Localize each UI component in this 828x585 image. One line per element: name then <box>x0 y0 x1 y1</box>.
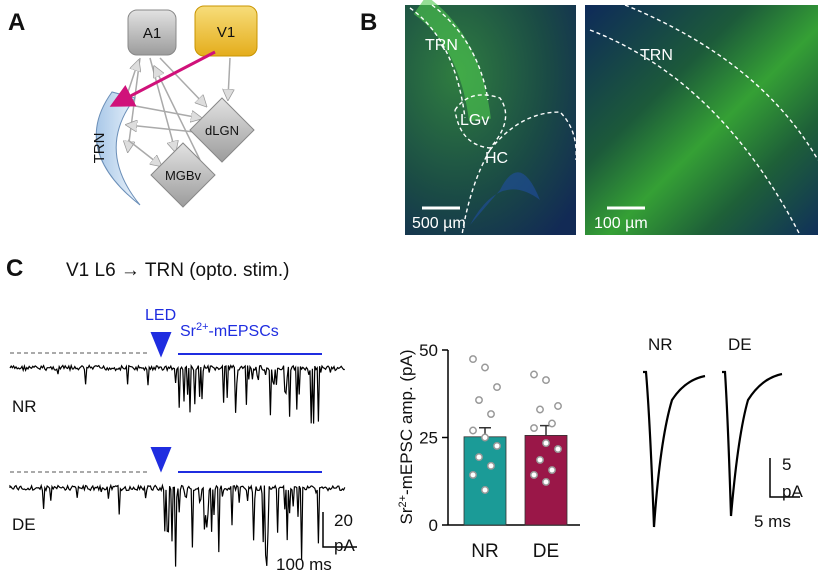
data-point <box>548 419 556 428</box>
data-point <box>493 441 501 450</box>
panel-label: A <box>8 9 25 36</box>
text: -mEPSC amp. (pA) <box>397 349 416 494</box>
text: 2+ <box>397 495 409 508</box>
node-label: MGBv <box>165 168 202 183</box>
y-tick-label: 0 <box>429 516 438 535</box>
data-point <box>487 410 495 418</box>
projection-arrow <box>109 50 216 107</box>
micrograph <box>585 5 818 235</box>
avg-label: DE <box>728 335 752 354</box>
region-label: LGv <box>460 112 489 129</box>
avg-label: NR <box>648 335 673 354</box>
text: 2+ <box>196 321 209 333</box>
panel-label: B <box>360 9 377 36</box>
baseline <box>10 352 148 473</box>
panel-title: V1 L6 → TRN (opto. stim.) <box>66 260 290 281</box>
region-label: TRN <box>425 37 458 54</box>
scale-bar <box>769 458 800 498</box>
data-point <box>536 455 544 464</box>
data-point <box>487 461 495 470</box>
mgbv-node <box>150 142 216 208</box>
x-tick-label: DE <box>533 541 559 562</box>
row-label: DE <box>12 515 36 534</box>
data-point <box>530 370 538 379</box>
error-bar <box>540 424 552 436</box>
panel-label: C <box>6 255 23 282</box>
data-point <box>554 402 562 410</box>
node-label: A1 <box>143 25 161 42</box>
data-point <box>542 478 550 486</box>
node-label: V1 <box>217 24 235 41</box>
node-label: TRN <box>91 133 108 164</box>
y-tick-label: 25 <box>419 429 438 448</box>
scale-label: 500 µm <box>412 215 466 232</box>
trn-shape <box>95 91 141 206</box>
text: Sr <box>180 323 197 340</box>
data-point <box>481 486 489 494</box>
data-point <box>469 426 477 435</box>
scale-label: 100 ms <box>276 555 332 574</box>
data-point <box>542 439 550 448</box>
bar <box>463 436 507 526</box>
raw-trace <box>9 483 346 567</box>
scale-bar <box>322 512 357 548</box>
raw-trace <box>9 363 345 424</box>
data-point <box>469 355 477 364</box>
stim-label: LED <box>145 307 176 324</box>
data-point <box>475 453 483 462</box>
data-point <box>481 363 489 372</box>
scale-label: 100 µm <box>594 215 648 232</box>
x-tick-label: NR <box>471 541 498 562</box>
data-point <box>554 445 562 453</box>
trn-band <box>413 0 491 122</box>
outline <box>589 4 819 236</box>
scale-label: 20 <box>334 511 353 530</box>
data-point <box>542 376 550 385</box>
outline <box>409 4 577 236</box>
data-point <box>536 405 544 414</box>
avg-trace <box>643 370 706 528</box>
scale-label: pA <box>782 482 803 501</box>
data-point <box>530 471 538 479</box>
data-point <box>493 383 501 392</box>
data-point <box>530 424 538 432</box>
region-label: TRN <box>640 47 673 64</box>
y-axis-label: Sr2+-mEPSC amp. (pA) <box>397 349 416 524</box>
data-point <box>548 466 556 474</box>
y-tick-label: 50 <box>419 341 438 360</box>
data-point <box>475 396 483 404</box>
micrograph <box>405 5 576 235</box>
text: Sr <box>397 507 416 524</box>
row-label: NR <box>12 397 37 416</box>
region-label: HC <box>485 150 508 167</box>
dlgn-node <box>189 97 255 163</box>
text: -mEPSCs <box>209 323 279 340</box>
window-label: Sr2+-mEPSCs <box>180 321 279 340</box>
data-point <box>481 433 489 442</box>
stim-markers <box>150 332 322 473</box>
hc-region <box>470 172 540 225</box>
node-label: dLGN <box>205 123 239 138</box>
a1-node <box>127 9 177 56</box>
scale-label: 5 ms <box>754 512 791 531</box>
scale-label: 5 <box>782 455 791 474</box>
data-point <box>469 471 477 479</box>
avg-trace <box>722 370 783 517</box>
scale-label: pA <box>334 536 355 555</box>
v1-node <box>194 5 258 57</box>
